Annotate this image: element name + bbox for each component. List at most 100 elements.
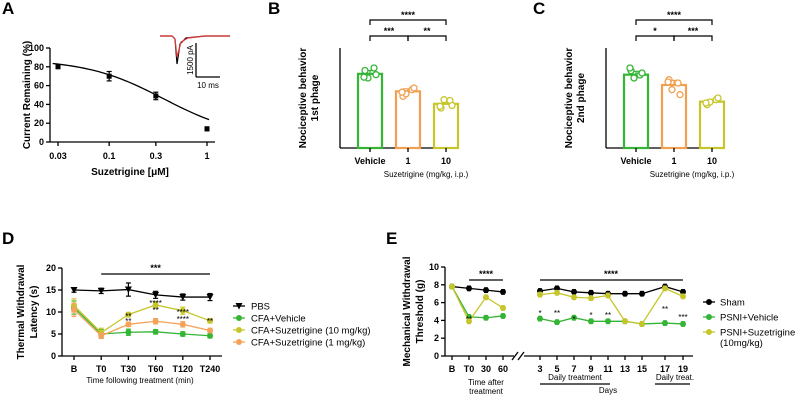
star-annotation: ** [207,317,213,326]
data-point [664,78,672,86]
data-point [500,304,506,311]
x-tick-label: 3 [537,364,542,374]
axis-break [517,351,525,361]
bar-2 [432,102,460,150]
data-point [554,285,560,292]
data-point [500,288,506,295]
x-tick-label: 60 [498,364,508,374]
y-tick-label: 10 [429,262,439,272]
data-point [204,126,210,132]
data-point [554,289,560,296]
data-point [483,294,489,301]
significance-label: *** [384,26,395,36]
data-point [179,321,186,328]
star-annotation: **** [149,299,161,308]
category-label: Vehicle [354,156,385,166]
significance-bracket [369,19,447,25]
data-point [153,93,159,99]
x-tick-label: 5 [554,364,559,374]
data-point [674,79,682,87]
x-tick-label: T0 [464,364,475,374]
y-tick-label: 8 [434,280,439,290]
data-point [668,86,676,94]
star-annotation: ** [662,305,668,314]
y-tick-label: 40 [34,99,44,109]
data-point [588,295,594,302]
legend-marker [706,329,712,335]
y-tick-label: 10 [46,307,56,317]
legend-label: PSNI+Vehicle [720,313,778,324]
data-point [70,287,78,294]
data-point [179,331,186,337]
y-tick-label: 15 [46,285,56,295]
data-point [152,318,159,325]
star-annotation: * [538,309,541,318]
legend-label: PSNI+Suzetrigine [720,328,795,339]
data-point [152,301,159,308]
x-tick-label: 30 [481,364,491,374]
panel-label-d: D [2,229,14,248]
x-tick-label: 15 [637,364,647,374]
star-annotation: ** [605,311,611,320]
treatment-label: treatment [469,387,504,396]
x-tick-label: 0.1 [103,151,116,161]
data-point [662,285,668,292]
data-point [626,64,634,72]
data-point [662,320,668,327]
data-point [98,332,105,339]
x-axis-label: Days [599,386,617,395]
star-annotation: ** [466,315,472,324]
data-point [206,294,214,301]
x-tick-label: 1 [204,151,209,161]
y-tick-label: 100 [29,43,44,53]
star-annotation: * [589,311,592,320]
star-annotation: *** [678,313,687,322]
significance-label: ** [423,26,431,36]
x-tick-label: 11 [603,364,613,374]
series-line [539,317,684,325]
legend-marker [236,339,242,345]
significance-label: *** [150,263,161,273]
panel-label-b: B [268,0,280,18]
x-axis-label: Suzetrigine [μM] [91,167,169,178]
data-point [436,102,444,110]
daily-treatment-label: Daily treatment [548,373,603,382]
star-annotation: ** [125,317,131,326]
x-axis-label: Suzetrigine (mg/kg, i.p.) [384,170,469,179]
x-tick-label: 0.3 [150,151,163,161]
scale-x-label: 10 ms [197,81,219,90]
data-point [571,314,577,321]
significance-label: * [653,26,657,36]
data-point [370,64,378,72]
y-tick-label: 0 [51,351,56,361]
data-point [440,96,448,104]
significance-label: **** [401,10,416,20]
data-point [398,88,406,96]
panel-label-c: C [533,0,545,18]
data-point [372,71,380,79]
data-point [702,99,710,107]
data-point [680,293,686,300]
y-tick-label: 60 [34,81,44,91]
significance-bracket [407,35,447,41]
y-tick-label: 20 [46,263,56,273]
series-line [451,286,504,323]
panel-a-chart: 0 20 40 60 80 100 0.03 0.1 0.3 1 Suzetrigine [μM] C… [22,35,230,178]
y-axis-label: Thermal Withdrawal [16,264,27,359]
legend-marker [235,303,243,310]
data-point [448,101,456,110]
inset-trace-drug [160,35,230,58]
data-point [605,292,611,299]
y-axis-label-line2: Threshold (g) [415,280,426,344]
data-point [537,291,543,298]
legend-label-line2: (10mg/kg) [720,338,763,349]
significance-bracket [635,19,713,25]
star-annotation: ** [554,309,560,318]
y-tick-label: 20 [34,118,44,128]
time-after-label: Time after [468,378,504,387]
legend-label: Sham [720,298,745,309]
significance-bracket [369,35,409,41]
y-axis-label-line2: Latency (s) [29,286,40,339]
